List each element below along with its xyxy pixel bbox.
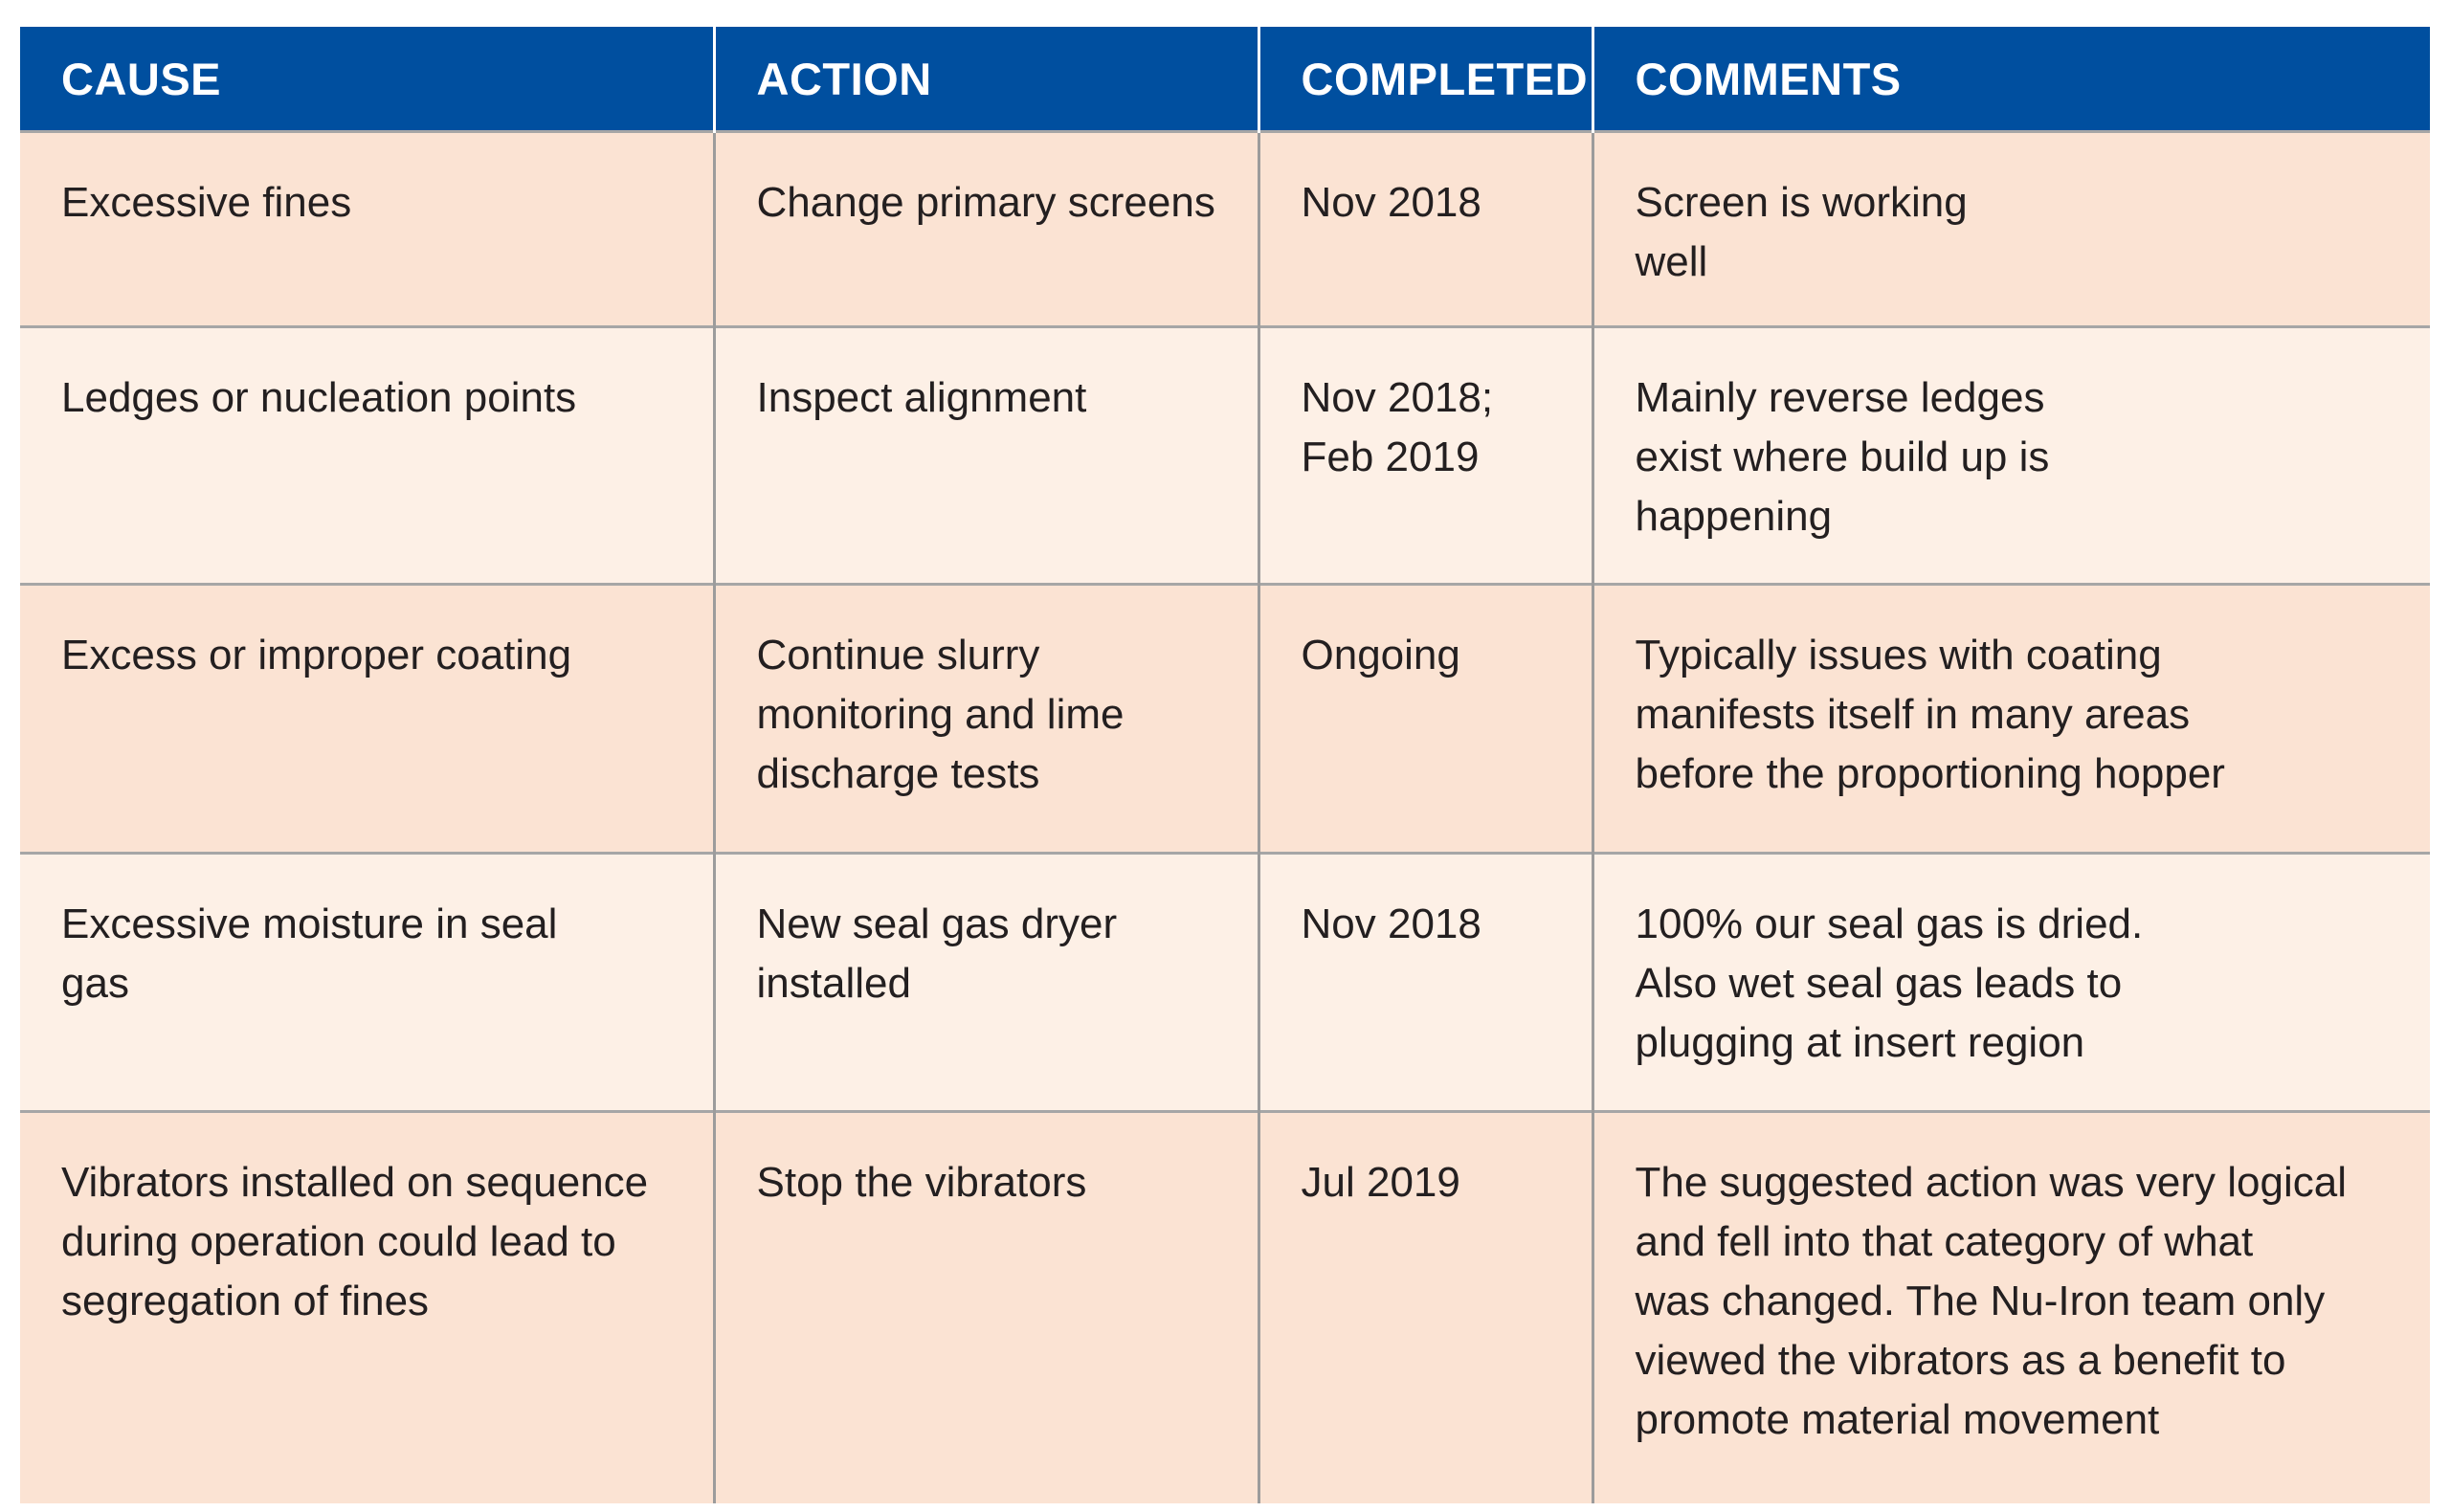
cell-cause: Ledges or nucleation points: [20, 325, 714, 585]
header-comments: COMMENTS: [1591, 27, 2430, 132]
cell-cause: Vibrators installed on sequence during o…: [20, 1110, 714, 1503]
cell-action: Change primary screens: [712, 130, 1258, 327]
header-row: CAUSE ACTION COMPLETED COMMENTS: [20, 27, 2430, 132]
cell-comments: Mainly reverse ledges exist where build …: [1591, 325, 2430, 585]
table-row: Ledges or nucleation points Inspect alig…: [20, 325, 2430, 585]
cell-action: New seal gas dryer installed: [712, 852, 1258, 1112]
header-action: ACTION: [712, 27, 1258, 132]
cell-action: Stop the vibrators: [712, 1110, 1258, 1503]
cause-action-table: CAUSE ACTION COMPLETED COMMENTS Excessiv…: [20, 27, 2430, 1503]
cell-comments: Screen is working well: [1591, 130, 2430, 327]
cell-comments: 100% our seal gas is dried. Also wet sea…: [1591, 852, 2430, 1112]
cause-action-table-container: CAUSE ACTION COMPLETED COMMENTS Excessiv…: [20, 27, 2430, 1503]
table-header: CAUSE ACTION COMPLETED COMMENTS: [20, 27, 2430, 132]
table-row: Excess or improper coating Continue slur…: [20, 583, 2430, 854]
cell-completed: Nov 2018: [1257, 852, 1592, 1112]
cell-completed: Ongoing: [1257, 583, 1592, 854]
cell-completed: Nov 2018: [1257, 130, 1592, 327]
table-row: Vibrators installed on sequence during o…: [20, 1110, 2430, 1503]
cell-action: Inspect alignment: [712, 325, 1258, 585]
cell-action: Continue slurry monitoring and lime disc…: [712, 583, 1258, 854]
cell-cause: Excess or improper coating: [20, 583, 714, 854]
header-cause: CAUSE: [20, 27, 714, 132]
header-completed: COMPLETED: [1257, 27, 1592, 132]
table-row: Excessive moisture in seal gas New seal …: [20, 852, 2430, 1112]
table-body: Excessive fines Change primary screens N…: [20, 130, 2430, 1503]
table-row: Excessive fines Change primary screens N…: [20, 130, 2430, 327]
cell-completed: Jul 2019: [1257, 1110, 1592, 1503]
cell-completed: Nov 2018; Feb 2019: [1257, 325, 1592, 585]
cell-comments: The suggested action was very logical an…: [1591, 1110, 2430, 1503]
cell-comments: Typically issues with coating manifests …: [1591, 583, 2430, 854]
cell-cause: Excessive moisture in seal gas: [20, 852, 714, 1112]
cell-cause: Excessive fines: [20, 130, 714, 327]
